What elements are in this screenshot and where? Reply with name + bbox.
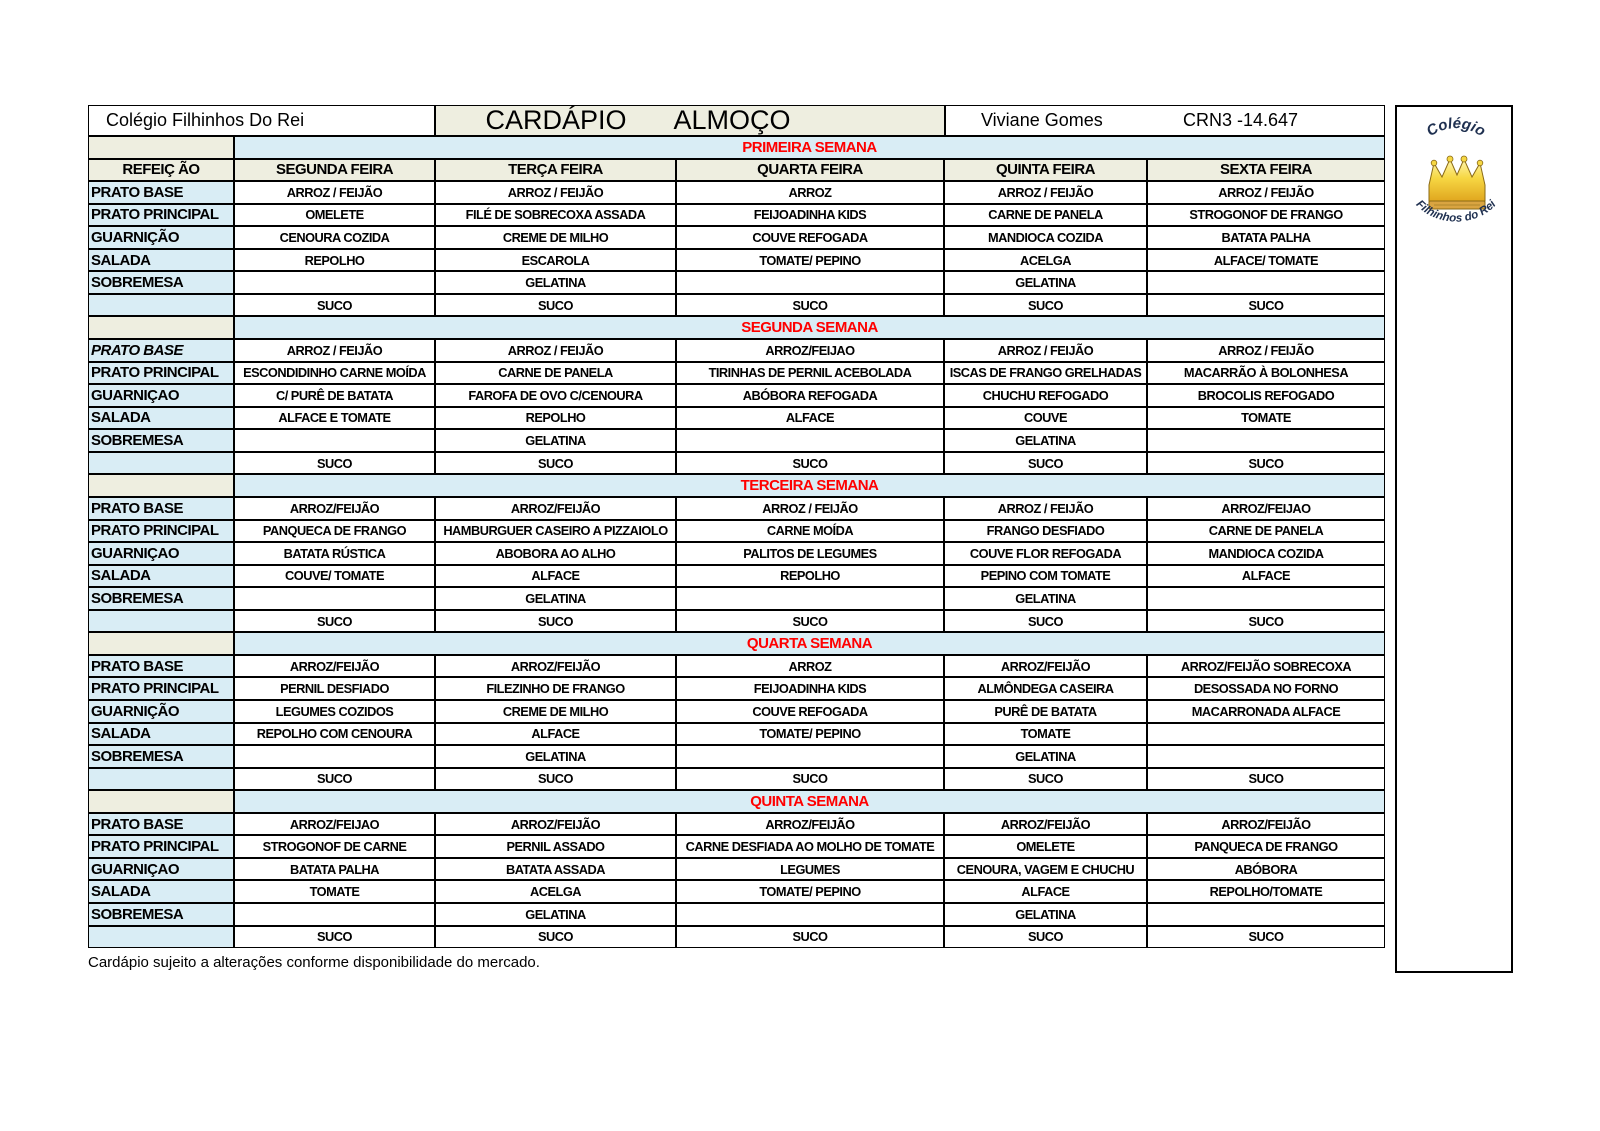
svg-text:Colégio: Colégio [1424,115,1489,140]
